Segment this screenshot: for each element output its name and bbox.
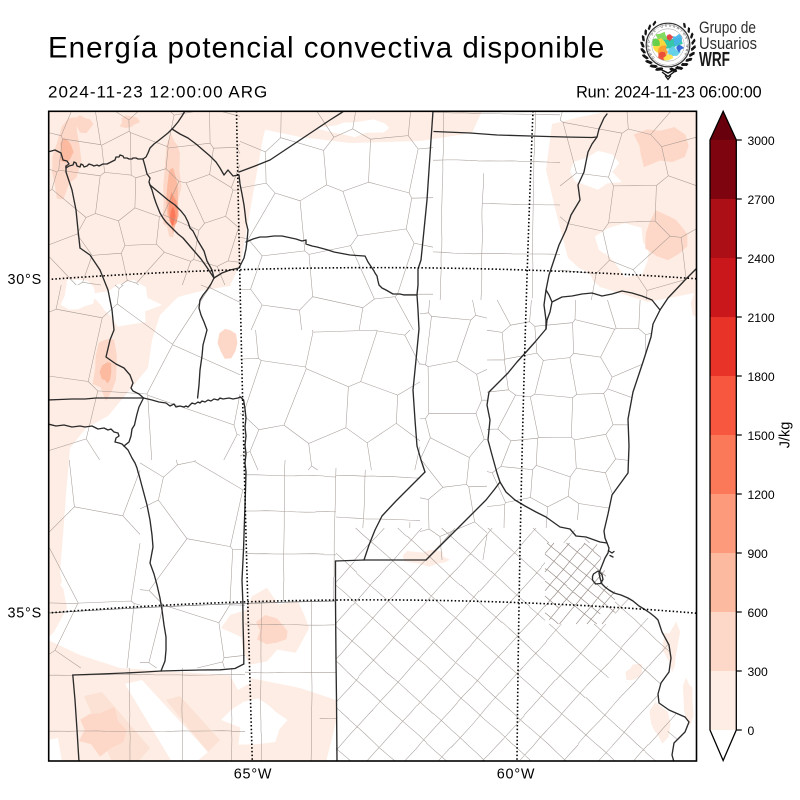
- svg-text:U: U: [660, 24, 664, 29]
- svg-text:1800: 1800: [748, 370, 775, 384]
- svg-text:Usuarios: Usuarios: [699, 34, 757, 53]
- svg-text:2024-11-23 12:00:00 ARG: 2024-11-23 12:00:00 ARG: [48, 83, 268, 102]
- svg-text:U: U: [647, 48, 652, 52]
- svg-text:W: W: [685, 44, 689, 48]
- svg-text:30°S: 30°S: [7, 272, 42, 288]
- svg-text:900: 900: [748, 547, 769, 561]
- svg-text:P: P: [647, 44, 651, 47]
- svg-text:2700: 2700: [748, 193, 775, 207]
- svg-text:Run: 2024-11-23 06:00:00: Run: 2024-11-23 06:00:00: [576, 84, 761, 102]
- svg-text:R: R: [648, 51, 653, 56]
- svg-text:1500: 1500: [748, 429, 775, 443]
- svg-text:S: S: [665, 24, 668, 28]
- svg-text:0: 0: [748, 724, 755, 738]
- svg-text:3000: 3000: [748, 134, 775, 148]
- svg-text:O: O: [682, 32, 687, 37]
- svg-text:60°W: 60°W: [497, 766, 536, 782]
- svg-text:I: I: [680, 29, 683, 33]
- svg-text:E: E: [653, 28, 658, 33]
- svg-text:R: R: [676, 26, 681, 31]
- svg-text:.: .: [648, 37, 652, 39]
- svg-text:G: G: [651, 55, 656, 60]
- svg-text:D: D: [650, 32, 655, 37]
- svg-text:65°W: 65°W: [234, 766, 273, 782]
- svg-text:J/kg: J/kg: [778, 422, 794, 449]
- svg-text:2400: 2400: [748, 252, 775, 266]
- svg-text:Grupo de: Grupo de: [699, 18, 756, 37]
- svg-text:.: .: [657, 26, 660, 30]
- svg-text:S: S: [684, 36, 689, 40]
- svg-text:.: .: [685, 41, 689, 43]
- svg-text:1200: 1200: [748, 488, 775, 502]
- svg-text:WRF: WRF: [699, 49, 730, 71]
- svg-text:O: O: [647, 40, 651, 44]
- svg-text:Energía potencial convectiva d: Energía potencial convectiva disponible: [48, 31, 605, 64]
- svg-text:600: 600: [748, 606, 769, 620]
- svg-text:F: F: [683, 52, 688, 56]
- svg-text:300: 300: [748, 665, 769, 679]
- svg-text:U: U: [669, 24, 672, 28]
- svg-text:35°S: 35°S: [7, 606, 42, 622]
- svg-text:A: A: [672, 24, 676, 29]
- svg-text:R: R: [684, 48, 689, 52]
- svg-text:2100: 2100: [748, 311, 775, 325]
